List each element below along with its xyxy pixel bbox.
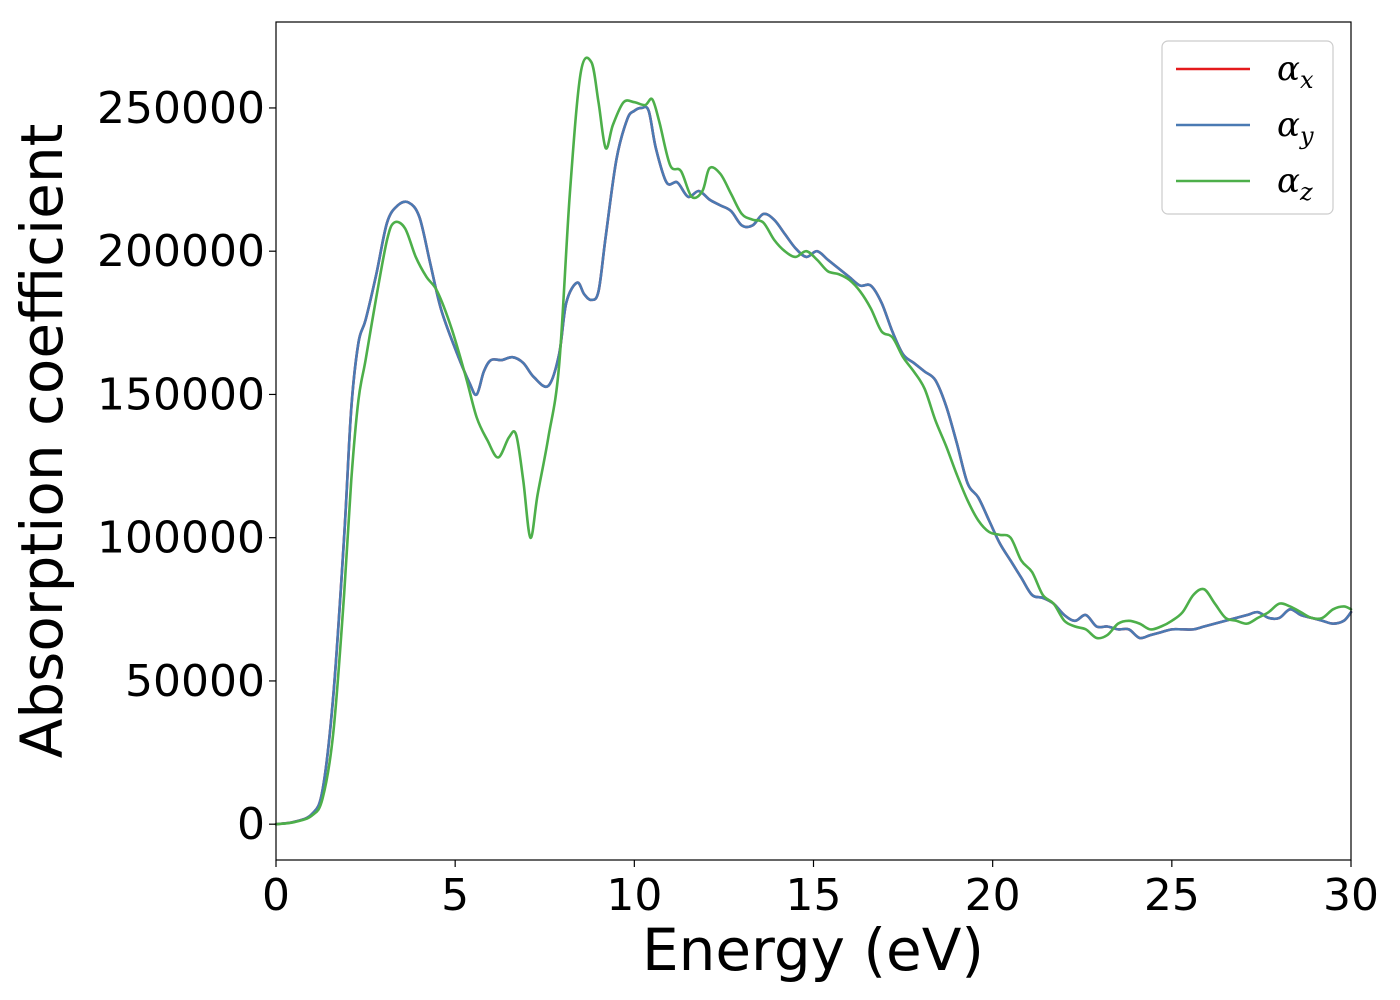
legend-box	[1161, 40, 1334, 215]
x-tick-label: 25	[1144, 870, 1200, 921]
x-tick-label: 20	[965, 870, 1021, 921]
x-axis-ticks: 0 5 10 15 20 25 30	[262, 860, 1379, 921]
y-tick-label: 50000	[125, 656, 265, 707]
legend-label-z: αz	[1277, 161, 1313, 206]
x-tick-label: 0	[262, 870, 290, 921]
y-tick-label: 150000	[97, 369, 265, 420]
legend: αx αy αz	[1161, 40, 1334, 215]
x-tick-label: 5	[441, 870, 469, 921]
y-tick-label: 200000	[97, 226, 265, 277]
x-tick-label: 15	[786, 870, 842, 921]
legend-label-y: αy	[1277, 105, 1314, 150]
x-axis-title: Energy (eV)	[642, 916, 984, 984]
y-tick-label: 0	[237, 799, 265, 850]
y-axis-title: Absorption coefficient	[8, 124, 76, 759]
x-tick-label: 30	[1323, 870, 1379, 921]
y-tick-label: 250000	[97, 83, 265, 134]
x-tick-label: 10	[606, 870, 662, 921]
legend-label-x: αx	[1277, 49, 1314, 94]
series-line-z	[274, 56, 1353, 826]
y-axis-ticks: 0 50000 100000 150000 200000 250000	[97, 83, 276, 850]
series-line-y	[274, 105, 1353, 826]
y-tick-label: 100000	[97, 513, 265, 564]
series-layer	[274, 56, 1353, 826]
